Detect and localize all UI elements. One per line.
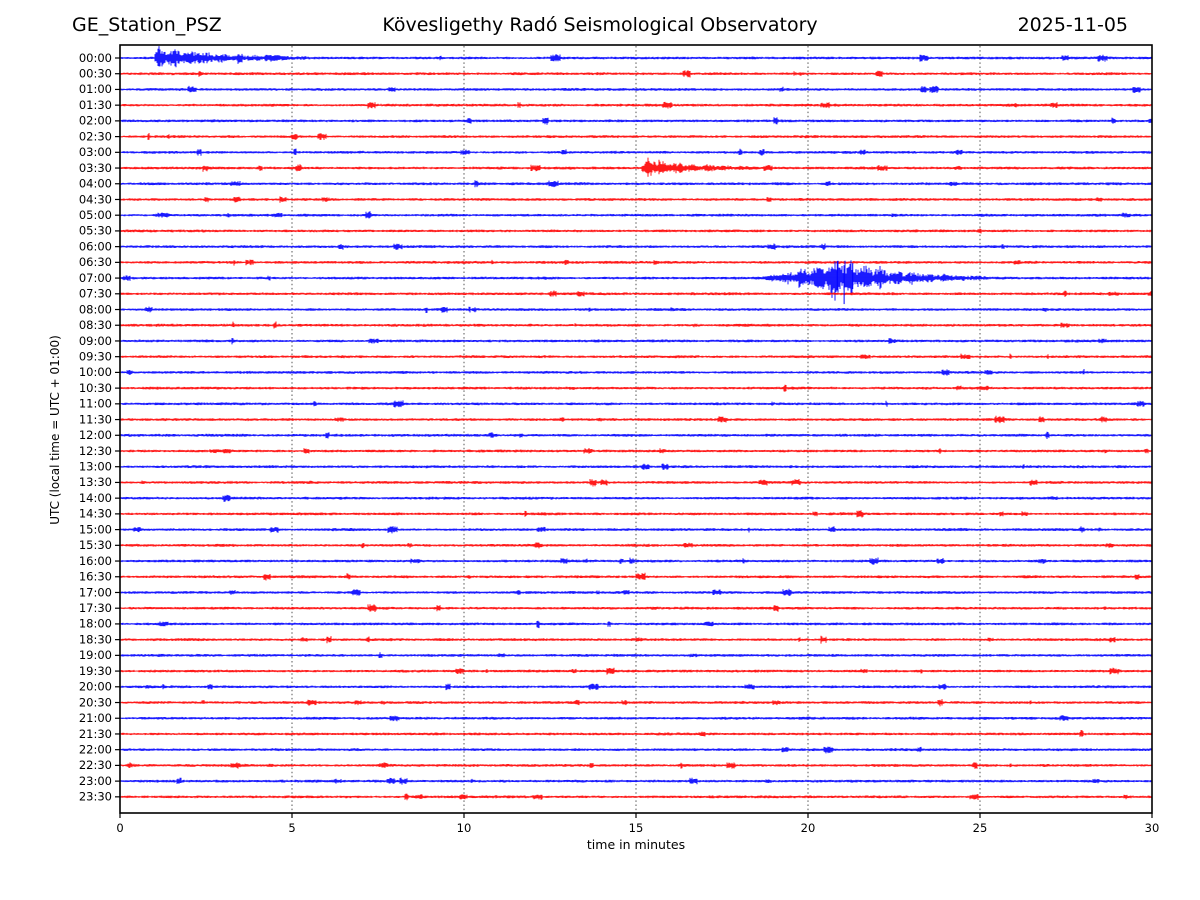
y-tick-label: 21:30	[79, 727, 112, 741]
x-tick-label: 20	[801, 821, 816, 835]
station-title: GE_Station_PSZ	[72, 14, 222, 36]
y-tick-label: 04:00	[79, 177, 112, 191]
y-tick-label: 00:30	[79, 67, 112, 81]
trace-row-1430	[119, 510, 1153, 518]
y-tick-label: 14:30	[79, 507, 112, 521]
y-tick-label: 20:00	[79, 680, 112, 694]
y-tick-label: 07:00	[79, 271, 112, 285]
x-tick-label: 10	[457, 821, 472, 835]
y-tick-label: 09:00	[79, 334, 112, 348]
y-tick-label: 06:00	[79, 239, 112, 253]
date-title: 2025-11-05	[1017, 14, 1128, 36]
y-tick-label: 18:30	[79, 632, 112, 646]
y-tick-label: 15:30	[79, 538, 112, 552]
y-tick-label: 17:30	[79, 601, 112, 615]
y-tick-label: 22:00	[79, 742, 112, 756]
y-tick-label: 07:30	[79, 287, 112, 301]
trace-row-1400	[119, 494, 1153, 502]
trace-row-0230	[119, 133, 1153, 140]
y-tick-label: 02:30	[79, 129, 112, 143]
x-tick-label: 5	[288, 821, 295, 835]
y-tick-label: 05:30	[79, 224, 112, 238]
x-tick-label: 0	[116, 821, 123, 835]
y-tick-label: 03:00	[79, 145, 112, 159]
y-tick-label: 19:00	[79, 648, 112, 662]
y-tick-label: 10:30	[79, 381, 112, 395]
trace-row-2330	[119, 793, 1153, 801]
trace-row-2000	[119, 683, 1153, 691]
trace-row-0800	[119, 306, 1153, 313]
trace-row-1730	[119, 604, 1153, 612]
y-tick-label: 23:30	[79, 790, 112, 804]
x-tick-label: 25	[973, 821, 988, 835]
trace-row-2100	[119, 715, 1153, 722]
y-tick-label: 10:00	[79, 365, 112, 379]
trace-row-0730	[119, 290, 1153, 297]
x-axis-label: time in minutes	[586, 837, 686, 852]
y-tick-label: 14:00	[79, 491, 112, 505]
trace-row-0430	[119, 196, 1153, 203]
trace-row-0200	[119, 117, 1153, 125]
y-tick-label: 01:00	[79, 82, 112, 96]
y-tick-label: 04:30	[79, 192, 112, 206]
observatory-title: Kövesligethy Radó Seismological Observat…	[382, 14, 818, 36]
trace-row-1800	[119, 620, 1153, 629]
y-tick-label: 18:00	[79, 617, 112, 631]
y-tick-label: 03:30	[79, 161, 112, 175]
y-tick-label: 16:30	[79, 570, 112, 584]
y-tick-label: 23:00	[79, 774, 112, 788]
y-tick-label: 12:00	[79, 428, 112, 442]
y-tick-label: 11:00	[79, 397, 112, 411]
y-tick-label: 05:00	[79, 208, 112, 222]
y-tick-label: 21:00	[79, 711, 112, 725]
y-tick-label: 12:30	[79, 444, 112, 458]
y-axis-label: UTC (local time = UTC + 01:00)	[48, 335, 62, 525]
trace-row-0000	[119, 46, 1153, 68]
y-tick-label: 19:30	[79, 664, 112, 678]
x-tick-label: 30	[1145, 821, 1160, 835]
trace-row-2300	[119, 777, 1153, 785]
y-tick-label: 06:30	[79, 255, 112, 269]
y-tick-label: 01:30	[79, 98, 112, 112]
y-tick-label: 13:00	[79, 460, 112, 474]
y-tick-label: 00:00	[79, 51, 112, 65]
trace-row-0600	[119, 243, 1153, 250]
y-tick-label: 02:00	[79, 114, 112, 128]
y-tick-label: 22:30	[79, 758, 112, 772]
trace-row-0500	[119, 211, 1153, 219]
y-tick-label: 16:00	[79, 554, 112, 568]
y-tick-label: 15:00	[79, 522, 112, 536]
trace-row-2030	[119, 699, 1153, 707]
y-tick-label: 11:30	[79, 412, 112, 426]
trace-row-1130	[119, 415, 1153, 424]
x-tick-label: 15	[629, 821, 644, 835]
y-tick-label: 17:00	[79, 585, 112, 599]
trace-row-0530	[119, 228, 1153, 234]
trace-row-0900	[119, 338, 1153, 345]
trace-row-1700	[119, 588, 1153, 596]
trace-row-1100	[119, 400, 1153, 408]
y-tick-label: 20:30	[79, 695, 112, 709]
y-tick-label: 13:30	[79, 475, 112, 489]
y-tick-label: 09:30	[79, 349, 112, 363]
plot-border	[119, 44, 1153, 814]
trace-row-0830	[119, 321, 1153, 329]
y-tick-label: 08:00	[79, 302, 112, 316]
y-tick-label: 08:30	[79, 318, 112, 332]
